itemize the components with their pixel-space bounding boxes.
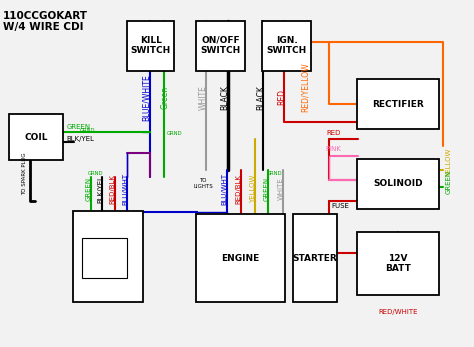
Text: RED/WHITE: RED/WHITE xyxy=(378,309,418,315)
Text: YELLOW: YELLOW xyxy=(250,175,255,203)
Text: BLUE/WHITE: BLUE/WHITE xyxy=(142,74,151,121)
Text: 12V
BATT: 12V BATT xyxy=(385,254,410,273)
Text: BLACK: BLACK xyxy=(220,85,229,110)
Text: RED/BLK: RED/BLK xyxy=(109,174,116,204)
Text: RED: RED xyxy=(277,90,286,105)
Text: GRND: GRND xyxy=(88,171,104,176)
FancyBboxPatch shape xyxy=(356,231,439,295)
Text: TO
LIGHTS: TO LIGHTS xyxy=(193,178,213,189)
Text: RED: RED xyxy=(327,130,341,136)
Text: BLK/YEL: BLK/YEL xyxy=(97,175,103,203)
Text: GRND: GRND xyxy=(266,171,282,176)
FancyBboxPatch shape xyxy=(73,211,144,302)
Text: CDI: CDI xyxy=(100,252,117,261)
Text: GRND: GRND xyxy=(167,131,182,136)
Text: GREEN: GREEN xyxy=(263,177,269,201)
Text: TO SPARK PLUG: TO SPARK PLUG xyxy=(22,152,27,195)
Text: STARTER: STARTER xyxy=(292,254,337,263)
FancyBboxPatch shape xyxy=(262,21,311,70)
Text: GRND: GRND xyxy=(80,128,95,133)
FancyBboxPatch shape xyxy=(196,214,285,302)
Text: FUSE: FUSE xyxy=(331,203,349,209)
Text: COIL: COIL xyxy=(24,133,48,142)
Text: BLU/WHT: BLU/WHT xyxy=(122,173,128,205)
Text: RED/BLK: RED/BLK xyxy=(236,174,241,204)
Text: BLK/YEL: BLK/YEL xyxy=(67,136,95,142)
Text: GREEN: GREEN xyxy=(446,170,452,194)
Text: SOLINOID: SOLINOID xyxy=(373,179,422,188)
Text: BLU/WHT: BLU/WHT xyxy=(221,173,227,205)
Text: GREEN: GREEN xyxy=(86,177,91,201)
FancyBboxPatch shape xyxy=(196,21,245,70)
Text: Green: Green xyxy=(161,86,170,109)
Text: YELLOW: YELLOW xyxy=(446,149,452,177)
Text: IGN.
SWITCH: IGN. SWITCH xyxy=(266,36,307,55)
Text: WHITE: WHITE xyxy=(277,178,283,201)
FancyBboxPatch shape xyxy=(128,21,174,70)
Text: GREEN: GREEN xyxy=(67,124,91,130)
Text: WHITE: WHITE xyxy=(199,85,208,110)
FancyBboxPatch shape xyxy=(356,79,439,129)
Text: RECTIFIER: RECTIFIER xyxy=(372,100,424,109)
Text: RED/YELLOW: RED/YELLOW xyxy=(301,62,310,112)
Text: 110CCGOKART
W/4 WIRE CDI: 110CCGOKART W/4 WIRE CDI xyxy=(3,11,88,32)
FancyBboxPatch shape xyxy=(356,159,439,209)
FancyBboxPatch shape xyxy=(9,114,63,160)
FancyBboxPatch shape xyxy=(82,238,127,278)
Text: BLACK: BLACK xyxy=(256,85,265,110)
Text: ON/OFF
SWITCH: ON/OFF SWITCH xyxy=(201,36,241,55)
Text: KILL
SWITCH: KILL SWITCH xyxy=(131,36,171,55)
Text: PINK: PINK xyxy=(325,146,341,152)
Text: ENGINE: ENGINE xyxy=(221,254,260,263)
FancyBboxPatch shape xyxy=(293,214,337,302)
